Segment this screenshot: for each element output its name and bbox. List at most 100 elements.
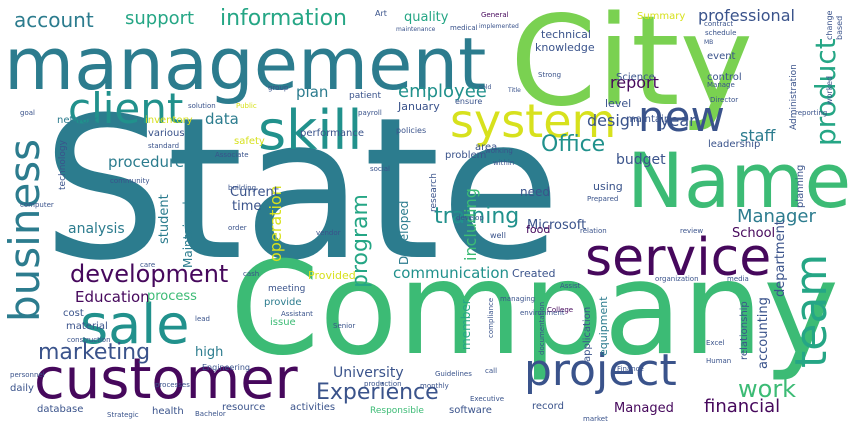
word-new: new — [638, 92, 725, 141]
word-within: within — [493, 159, 515, 167]
word-education: Education — [75, 288, 150, 306]
word-organization: organization — [655, 275, 699, 283]
word-call: call — [485, 367, 498, 375]
word-solution: solution — [188, 102, 216, 110]
word-problem: problem — [445, 150, 487, 161]
word-relation: relation — [580, 227, 607, 235]
word-policies: policies — [396, 126, 427, 135]
word-associate: Associate — [215, 151, 249, 159]
word-january: January — [398, 100, 440, 113]
word-sale: sale — [80, 293, 190, 356]
word-accounting: accounting — [756, 297, 771, 369]
word-company: Company — [230, 235, 839, 384]
word-personnel: personnel — [10, 371, 45, 379]
word-maintenance: maintenance — [396, 26, 436, 33]
word-leadership: leadership — [708, 139, 761, 150]
word-maintained: Maintained — [181, 201, 195, 268]
word-vendor: vendor — [316, 229, 341, 237]
word-working: working — [485, 147, 513, 155]
word-including: including — [461, 188, 480, 261]
word-media: media — [727, 275, 749, 283]
word-relationship: relationship — [739, 301, 750, 360]
word-microsoft: Microsoft — [527, 218, 587, 233]
word-quality: quality — [404, 10, 449, 25]
word-processes: processes — [155, 381, 190, 389]
word-daily: daily — [10, 383, 34, 394]
word-provide: provide — [264, 297, 302, 308]
word-maintain: maintain — [626, 114, 671, 125]
word-compliance: compliance — [487, 297, 495, 338]
word-university: University — [333, 365, 404, 381]
word-software: software — [449, 405, 492, 416]
word-issue: issue — [270, 317, 296, 328]
word-knowledge: knowledge — [535, 41, 595, 54]
word-planning: planning — [795, 164, 806, 208]
word-customer: customer — [34, 347, 298, 412]
word-time: time — [232, 199, 262, 214]
word-strategic: Strategic — [107, 411, 139, 419]
word-cost: cost — [63, 308, 84, 319]
word-training: training — [434, 204, 520, 229]
word-material: material — [66, 321, 108, 332]
word-office: Office — [541, 132, 606, 157]
word-administration: Administration — [789, 64, 799, 130]
word-well: well — [490, 231, 506, 240]
word-bachelor: Bachelor — [195, 410, 226, 418]
word-work: work — [738, 375, 797, 403]
word-group: group — [268, 84, 289, 92]
word-title: Title — [508, 87, 521, 94]
word-payroll: payroll — [358, 109, 382, 117]
word-environment: environment — [520, 309, 565, 317]
word-database: database — [37, 404, 84, 415]
word-various: various — [148, 128, 185, 139]
word-finance: Finance — [617, 365, 644, 373]
word-order: order — [228, 224, 247, 232]
word-high: high — [195, 345, 224, 360]
word-application: application — [582, 306, 593, 362]
word-college: College — [547, 306, 574, 314]
word-medical: medical — [450, 24, 478, 32]
word-guidelines: Guidelines — [435, 370, 472, 378]
word-city: City — [510, 0, 754, 134]
word-employee: employee — [398, 81, 487, 102]
word-inventory: inventory — [145, 115, 193, 126]
word-financial: financial — [704, 396, 781, 417]
word-research: research — [429, 173, 439, 212]
word-art: Art — [375, 9, 387, 18]
word-sold: sold — [479, 84, 492, 91]
word-excel: Excel — [706, 339, 725, 347]
word-care: care — [140, 261, 156, 269]
word-professional: professional — [698, 6, 795, 25]
word-market: market — [583, 415, 608, 423]
word-technology: technology — [58, 140, 68, 190]
word-record: record — [532, 401, 564, 412]
word-provided: Provided — [308, 269, 356, 282]
word-goal: goal — [20, 109, 35, 117]
word-need: need — [520, 185, 550, 199]
word-performance: performance — [300, 128, 365, 139]
word-support: support — [125, 8, 195, 29]
word-public: Public — [236, 102, 257, 110]
word-year: year — [660, 111, 696, 130]
word-manager: Manager — [737, 206, 816, 227]
word-production: production — [364, 380, 402, 388]
word-safety: safety — [234, 136, 265, 147]
word-develop: develop — [456, 214, 484, 222]
word-senior: Senior — [333, 322, 356, 330]
word-based: based — [835, 15, 844, 40]
word-construction: construction — [67, 336, 111, 344]
word-plan: plan — [296, 83, 329, 101]
word-development: development — [70, 260, 229, 288]
word-event: event — [707, 51, 736, 62]
word-reporting: reporting — [795, 109, 828, 117]
word-ensure: ensure — [455, 97, 483, 106]
word-staff: staff — [740, 126, 776, 145]
word-science: Science — [616, 72, 655, 83]
word-schedule: schedule — [705, 29, 737, 37]
word-client: client — [68, 84, 184, 133]
word-food: food — [526, 223, 551, 236]
word-worked: worked — [825, 75, 834, 105]
word-activities: activities — [290, 402, 336, 413]
word-assistant: Assistant — [281, 310, 313, 318]
word-project: project — [524, 345, 677, 396]
